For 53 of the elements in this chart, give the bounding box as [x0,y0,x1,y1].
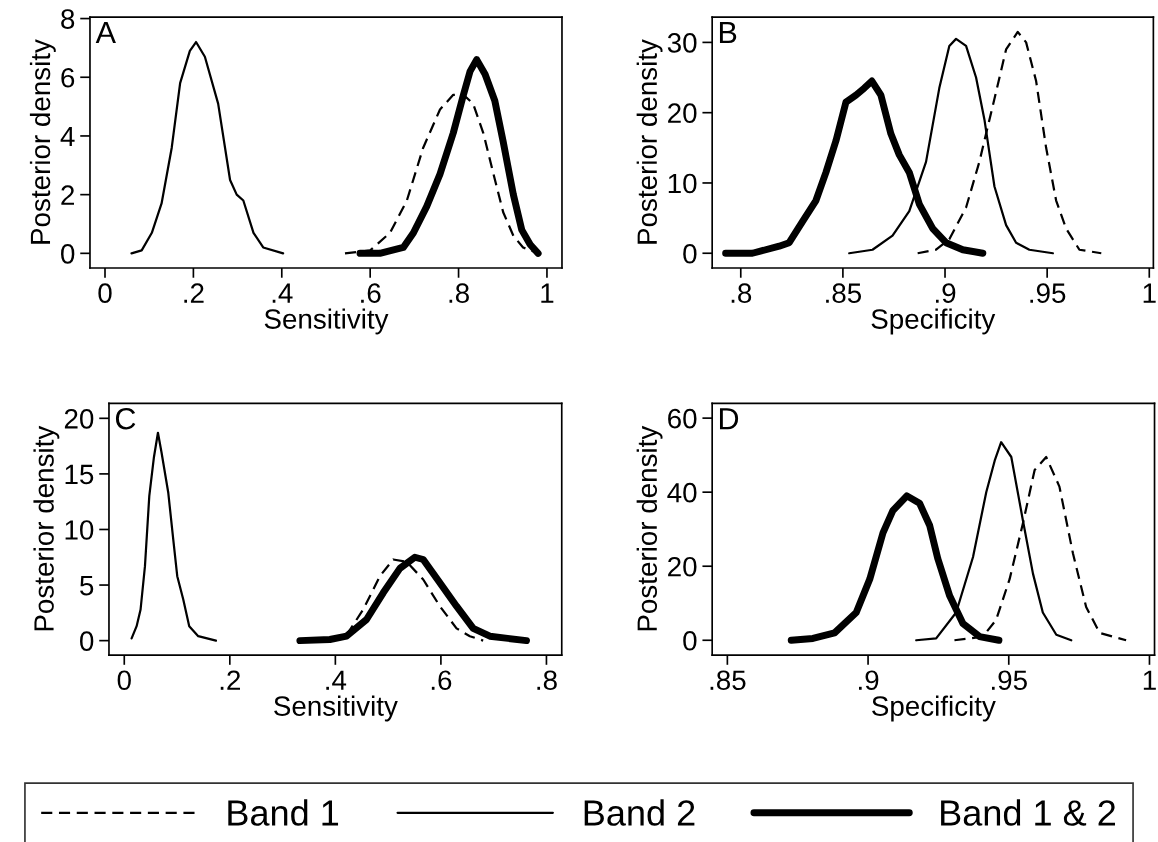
x-tick-label: .9 [859,670,879,691]
x-axis-title: Specificity [871,308,996,335]
y-tick-label: 10 [668,173,697,194]
chart-title: B [719,21,737,43]
x-tick-label: .8 [731,283,752,303]
x-tick-label: 1 [541,283,554,303]
y-tick-label: 15 [65,464,94,485]
x-tick-label: .8 [449,283,469,303]
y-tick-label: 10 [65,520,94,540]
chart-title: D [719,408,739,430]
x-tick-label: .95 [1030,283,1066,303]
y-tick-label: 0 [61,244,75,264]
chart-title: C [115,407,136,430]
x-tick-label: 0 [98,283,112,303]
x-tick-label: .9 [935,283,956,303]
x-tick-label: .8 [537,670,557,691]
x-tick-label: .4 [326,670,347,690]
y-tick-label: 8 [61,9,75,29]
y-axis-title: Posterior density [636,39,663,244]
x-tick-label: .2 [220,670,240,690]
x-tick-label: .4 [272,283,293,303]
legend-label: Band 2 [584,799,695,826]
y-tick-label: 2 [61,185,74,205]
x-tick-label: .6 [431,670,452,691]
x-axis-title: Sensitivity [274,695,398,722]
y-tick-label: 60 [668,408,697,429]
x-tick-label: .85 [826,283,862,303]
x-tick-label: .85 [710,670,746,691]
y-axis-title: Posterior density [636,425,663,631]
legend-label: Band 1 & 2 [941,799,1116,826]
y-tick-label: 5 [80,576,94,596]
y-tick-label: 6 [61,67,75,88]
y-axis-title: Posterior density [33,425,60,631]
x-axis-title: Specificity [872,695,996,722]
x-tick-label: .2 [184,283,204,303]
y-tick-label: 0 [80,631,94,651]
legend-label: Band 1 [228,799,339,826]
y-tick-label: 20 [64,408,94,429]
y-tick-label: 20 [668,556,697,577]
x-tick-label: 1 [1143,283,1156,303]
y-axis-title: Posterior density [29,39,56,244]
y-tick-label: 40 [667,482,697,503]
x-tick-label: .95 [991,670,1027,691]
chart-title: A [95,21,116,43]
y-tick-label: 0 [683,630,697,651]
y-tick-label: 30 [667,33,697,53]
x-axis-title: Sensitivity [264,308,389,335]
x-tick-label: 1 [1143,670,1156,690]
y-tick-label: 0 [683,243,697,264]
x-tick-label: 0 [117,670,131,691]
x-tick-label: .6 [361,283,381,303]
y-tick-label: 20 [668,103,697,124]
y-tick-label: 4 [60,126,75,147]
